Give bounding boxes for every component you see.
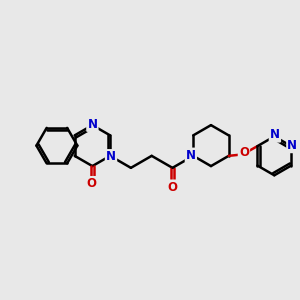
Text: N: N [287,139,297,152]
Text: O: O [86,177,96,190]
Text: N: N [87,118,98,131]
Text: N: N [186,149,196,162]
Text: N: N [106,150,116,163]
Text: N: N [270,128,280,141]
Text: O: O [167,181,178,194]
Text: O: O [239,146,249,158]
